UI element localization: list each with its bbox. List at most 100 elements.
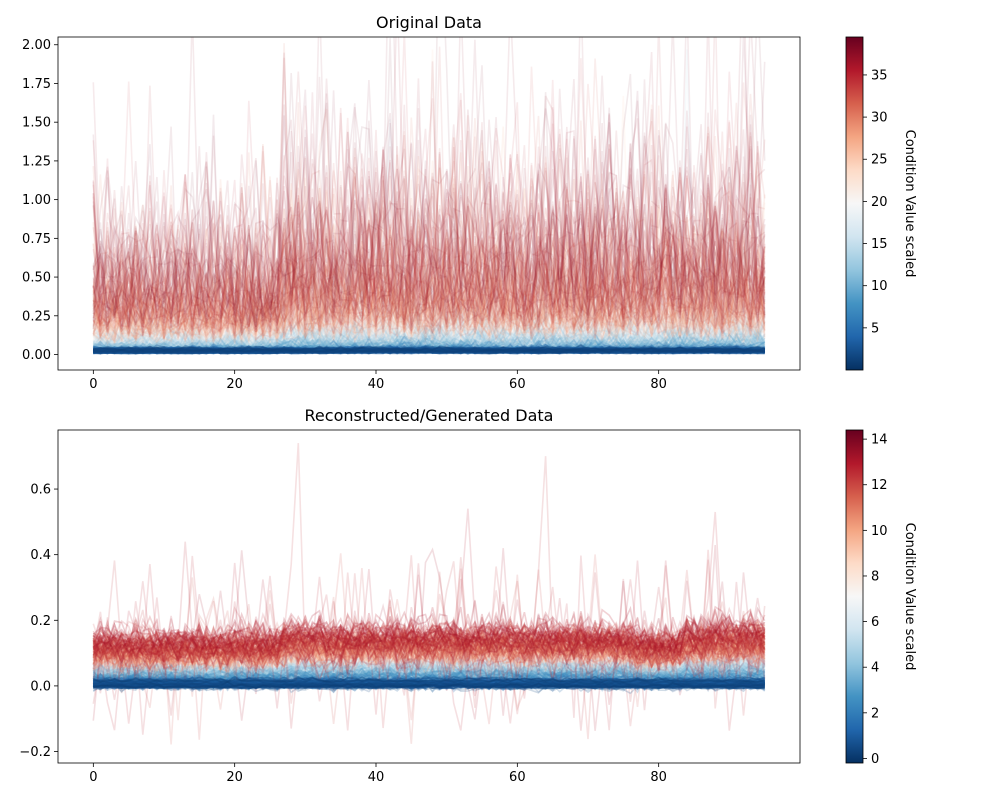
series-line bbox=[92, 223, 766, 349]
series-line bbox=[93, 342, 766, 355]
series-line bbox=[92, 679, 765, 692]
series-line bbox=[92, 37, 766, 324]
series-line bbox=[92, 285, 766, 350]
series-line bbox=[92, 184, 766, 338]
series-line bbox=[92, 223, 766, 345]
series-line bbox=[93, 651, 766, 684]
series-line bbox=[92, 326, 766, 352]
series-line bbox=[92, 317, 766, 352]
series-line bbox=[92, 276, 766, 349]
series-line bbox=[92, 307, 766, 352]
series-line bbox=[92, 625, 766, 676]
series-line bbox=[93, 347, 765, 354]
series-line bbox=[93, 325, 766, 354]
series-line bbox=[93, 311, 766, 351]
series-line bbox=[93, 333, 766, 354]
series-line bbox=[92, 140, 766, 336]
series-line bbox=[92, 657, 765, 683]
series-line bbox=[93, 347, 765, 354]
series-line bbox=[92, 282, 766, 350]
series-line bbox=[92, 645, 766, 683]
series-line bbox=[92, 37, 766, 326]
series-line bbox=[93, 637, 766, 680]
series-line bbox=[92, 627, 766, 666]
series-line bbox=[93, 678, 765, 684]
series-line bbox=[93, 654, 766, 680]
series-line bbox=[93, 344, 765, 352]
series-line bbox=[92, 679, 765, 688]
series-line bbox=[93, 347, 765, 354]
series-line bbox=[93, 679, 765, 687]
series-line bbox=[92, 568, 766, 740]
series-line bbox=[92, 616, 766, 670]
series-line bbox=[93, 639, 766, 674]
series-line bbox=[92, 324, 766, 353]
series-line bbox=[93, 663, 765, 688]
series-line bbox=[93, 306, 766, 353]
series-line bbox=[92, 614, 766, 672]
series-line bbox=[92, 665, 766, 692]
series-line bbox=[92, 325, 766, 354]
series-line bbox=[92, 563, 766, 731]
series-line bbox=[92, 311, 766, 352]
series-line bbox=[93, 338, 765, 355]
series-line bbox=[92, 334, 766, 354]
series-line bbox=[92, 637, 766, 677]
series-line bbox=[93, 677, 766, 692]
series-line bbox=[93, 341, 765, 355]
series-line bbox=[93, 270, 766, 350]
series-line bbox=[92, 608, 766, 663]
series-line bbox=[92, 340, 765, 355]
series-line bbox=[92, 203, 766, 345]
series-line bbox=[92, 675, 766, 692]
series-line bbox=[92, 632, 766, 679]
series-line bbox=[92, 280, 766, 351]
series-line bbox=[93, 629, 765, 684]
series-line bbox=[93, 675, 765, 682]
series-line bbox=[92, 122, 766, 335]
colorbar-tick-label: 20 bbox=[871, 195, 888, 210]
series-line bbox=[93, 189, 766, 345]
series-line bbox=[93, 645, 766, 676]
series-line bbox=[92, 105, 766, 337]
series-line bbox=[93, 343, 765, 355]
y-tick-label: 0.50 bbox=[22, 271, 51, 286]
series-line bbox=[92, 638, 766, 680]
series-line bbox=[92, 95, 766, 356]
series-line bbox=[92, 655, 765, 688]
series-line bbox=[92, 226, 766, 348]
colorbar-tick-label: 5 bbox=[871, 321, 879, 336]
series-line bbox=[93, 345, 766, 355]
series-line bbox=[93, 345, 765, 352]
series-line bbox=[93, 651, 765, 679]
series-line bbox=[93, 653, 765, 685]
series-line bbox=[93, 676, 765, 684]
series-line bbox=[93, 319, 766, 354]
series-line bbox=[93, 683, 765, 690]
series-line bbox=[93, 681, 765, 689]
y-tick-label: 0.4 bbox=[30, 548, 51, 563]
series-line bbox=[93, 347, 765, 353]
series-line bbox=[92, 631, 766, 673]
series-line bbox=[93, 643, 766, 685]
colorbar-tick-label: 2 bbox=[871, 706, 879, 721]
series-line bbox=[93, 675, 766, 692]
series-line bbox=[93, 672, 765, 690]
original-data-panel: Original Data 0 20 40 60 80 0.00 0.25 0.50 0.75 1.… bbox=[22, 13, 917, 392]
series-line bbox=[93, 311, 766, 353]
series-line bbox=[92, 643, 766, 679]
series-line bbox=[92, 343, 765, 355]
series-line bbox=[92, 669, 765, 687]
series-line bbox=[93, 332, 766, 354]
series-line bbox=[92, 343, 765, 355]
series-line bbox=[92, 155, 766, 342]
series-line bbox=[93, 635, 766, 673]
series-line bbox=[92, 325, 766, 353]
series-line bbox=[93, 348, 765, 354]
series-line bbox=[92, 136, 766, 336]
series-line bbox=[92, 606, 766, 666]
series-line bbox=[92, 623, 765, 671]
series-line bbox=[93, 344, 766, 355]
series-line bbox=[93, 253, 765, 350]
